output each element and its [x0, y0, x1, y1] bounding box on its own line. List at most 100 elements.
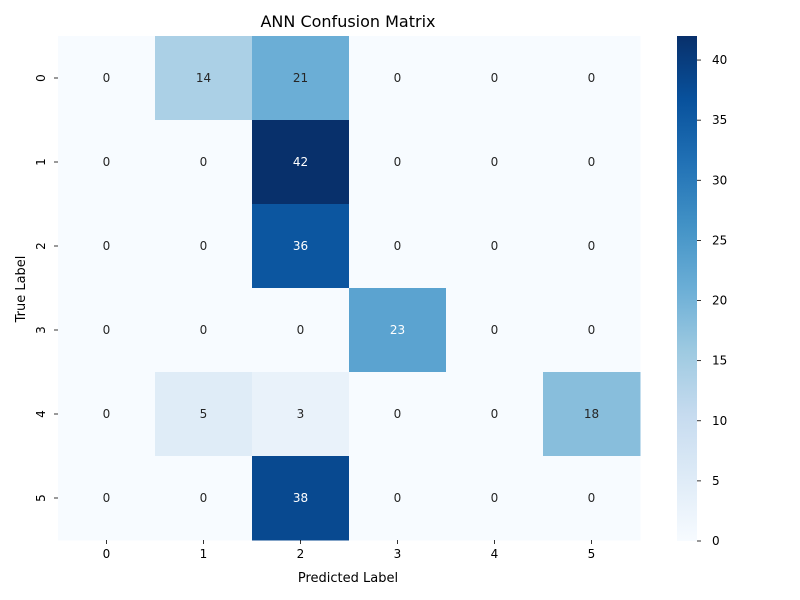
y-tick-label: 1	[34, 158, 48, 166]
cell-value-label: 0	[588, 71, 596, 85]
heatmap-cell	[446, 456, 544, 541]
heatmap-cell	[349, 36, 447, 121]
cell-value-label: 0	[491, 407, 499, 421]
cell-value-label: 0	[491, 491, 499, 505]
cell-value-label: 0	[394, 71, 402, 85]
cell-value-label: 0	[491, 155, 499, 169]
cell-value-label: 0	[394, 407, 402, 421]
cell-value-label: 0	[297, 323, 305, 337]
cell-value-label: 0	[103, 155, 111, 169]
heatmap-cell	[349, 204, 447, 289]
heatmap-cell	[543, 372, 641, 457]
y-tick-label: 3	[34, 326, 48, 334]
heatmap-cell	[58, 120, 156, 205]
heatmap-cell	[252, 372, 350, 457]
cell-value-label: 0	[491, 239, 499, 253]
heatmap-cell-labels: 0 14 21 0 0 0 0 0 42 0 0 0 0 0 36 0 0 0 0 0 0 23 0 0 0 5 3 0 0 18 0 0 38…	[103, 71, 599, 505]
heatmap-cell	[446, 372, 544, 457]
heatmap-cell	[58, 204, 156, 289]
cell-value-label: 18	[584, 407, 599, 421]
cell-value-label: 3	[297, 407, 305, 421]
heatmap-cells	[58, 36, 641, 541]
colorbar-tick-label: 5	[712, 474, 720, 488]
x-axis: 0 1 2 3 4 5	[103, 540, 596, 561]
cell-value-label: 42	[293, 155, 308, 169]
cell-value-label: 0	[588, 323, 596, 337]
cell-value-label: 0	[491, 323, 499, 337]
heatmap-cell	[58, 36, 156, 121]
cell-value-label: 14	[196, 71, 211, 85]
cell-value-label: 21	[293, 71, 308, 85]
cell-value-label: 0	[200, 323, 208, 337]
x-tick-label: 4	[491, 547, 499, 561]
x-tick-label: 0	[103, 547, 111, 561]
heatmap-cell	[252, 288, 350, 373]
heatmap-cell	[446, 288, 544, 373]
cell-value-label: 0	[200, 239, 208, 253]
heatmap-cell	[543, 288, 641, 373]
colorbar-tick-label: 20	[712, 294, 727, 308]
heatmap-cell	[252, 120, 350, 205]
cell-value-label: 0	[588, 155, 596, 169]
heatmap-cell	[155, 372, 253, 457]
heatmap-cell	[155, 120, 253, 205]
cell-value-label: 36	[293, 239, 308, 253]
heatmap-cell	[252, 36, 350, 121]
heatmap-cell	[446, 36, 544, 121]
heatmap-cell	[58, 288, 156, 373]
cell-value-label: 38	[293, 491, 308, 505]
x-tick-label: 2	[297, 547, 305, 561]
y-tick-label: 4	[34, 410, 48, 418]
y-axis: 0 1 2 3 4 5	[34, 74, 58, 502]
cell-value-label: 0	[103, 407, 111, 421]
colorbar	[677, 36, 697, 541]
heatmap-cell	[349, 456, 447, 541]
colorbar-tick-label: 15	[712, 354, 727, 368]
heatmap-cell	[543, 456, 641, 541]
x-tick-label: 3	[394, 547, 402, 561]
heatmap-cell	[252, 204, 350, 289]
heatmap-cell	[155, 36, 253, 121]
colorbar-tick-label: 25	[712, 233, 727, 247]
cell-value-label: 0	[103, 239, 111, 253]
y-tick-label: 2	[34, 242, 48, 250]
cell-value-label: 0	[394, 491, 402, 505]
y-axis-label: True Label	[14, 256, 29, 324]
colorbar-tick-label: 35	[712, 113, 727, 127]
colorbar-ticks: 0 5 10 15 20 25 30 35 40	[697, 53, 727, 548]
heatmap-cell	[543, 204, 641, 289]
heatmap-cell	[252, 456, 350, 541]
x-tick-label: 5	[588, 547, 596, 561]
heatmap-cell	[543, 36, 641, 121]
y-tick-label: 5	[34, 494, 48, 502]
heatmap-cell	[543, 120, 641, 205]
cell-value-label: 0	[103, 323, 111, 337]
cell-value-label: 23	[390, 323, 405, 337]
cell-value-label: 0	[200, 155, 208, 169]
cell-value-label: 0	[103, 71, 111, 85]
x-axis-label: Predicted Label	[298, 571, 398, 586]
heatmap-cell	[58, 456, 156, 541]
x-tick-label: 1	[200, 547, 208, 561]
chart-title: ANN Confusion Matrix	[260, 12, 435, 31]
cell-value-label: 0	[588, 491, 596, 505]
heatmap-cell	[349, 120, 447, 205]
cell-value-label: 0	[394, 155, 402, 169]
colorbar-tick-label: 0	[712, 534, 720, 548]
colorbar-tick-label: 30	[712, 173, 727, 187]
heatmap-cell	[58, 372, 156, 457]
heatmap-cell	[155, 456, 253, 541]
heatmap-cell	[155, 204, 253, 289]
cell-value-label: 0	[394, 239, 402, 253]
cell-value-label: 5	[200, 407, 208, 421]
heatmap-cell	[446, 120, 544, 205]
y-tick-label: 0	[34, 74, 48, 82]
cell-value-label: 0	[103, 491, 111, 505]
cell-value-label: 0	[491, 71, 499, 85]
cell-value-label: 0	[588, 239, 596, 253]
cell-value-label: 0	[200, 491, 208, 505]
heatmap-cell	[446, 204, 544, 289]
colorbar-tick-label: 10	[712, 414, 727, 428]
heatmap-cell	[349, 288, 447, 373]
